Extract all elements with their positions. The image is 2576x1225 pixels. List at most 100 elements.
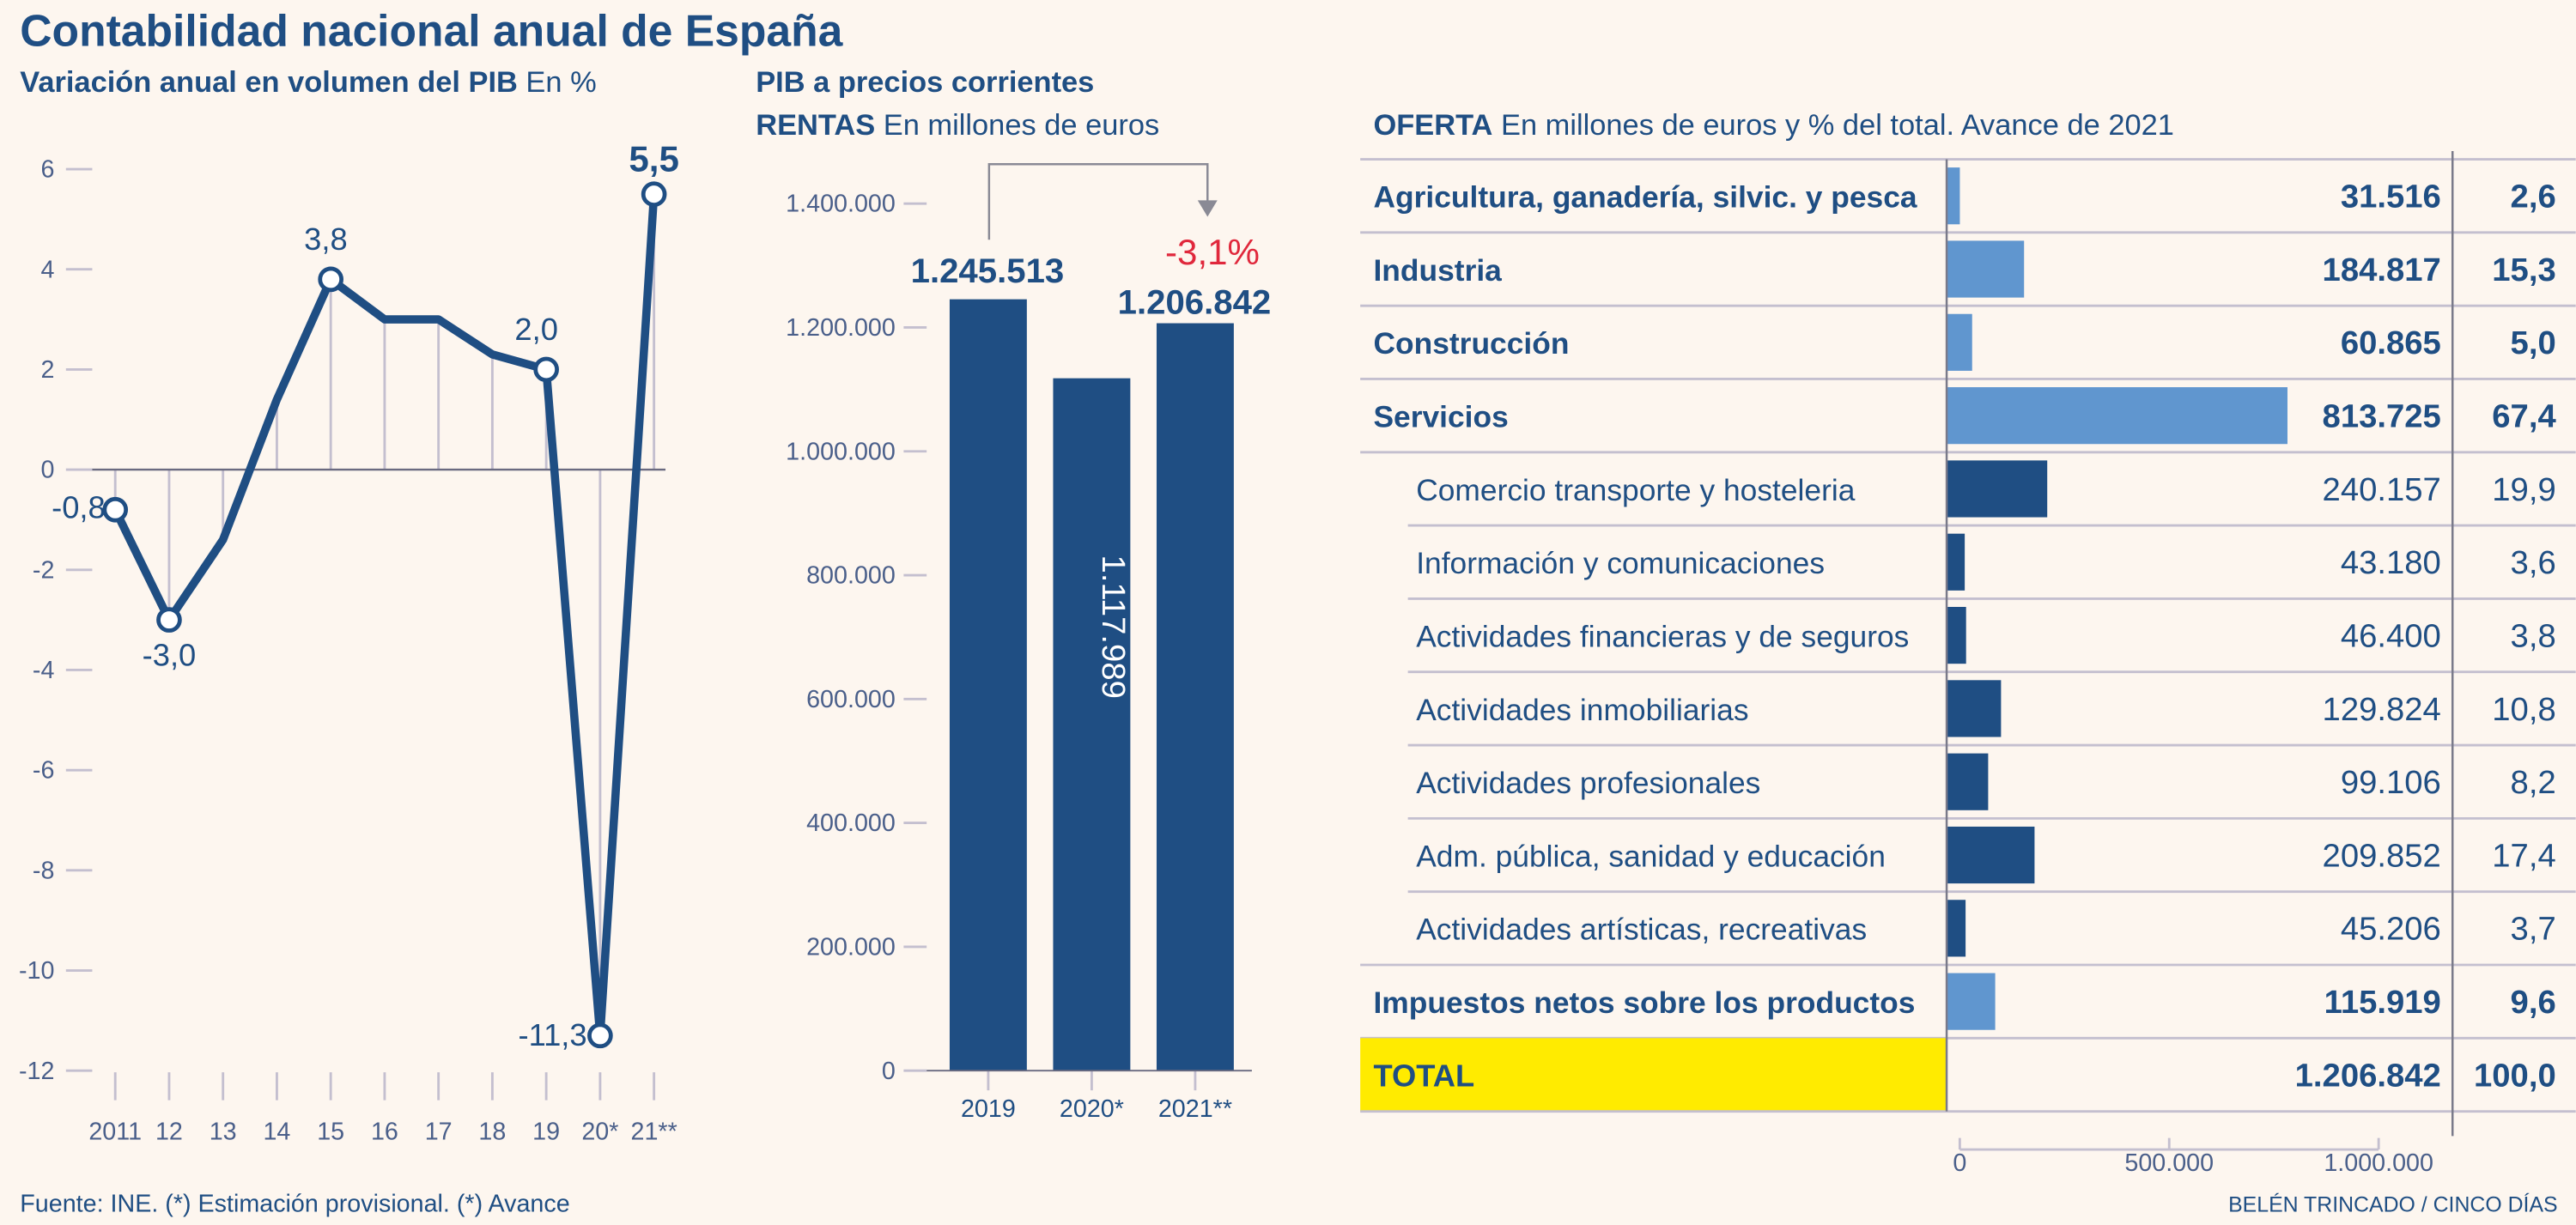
- table-bar: [1947, 826, 2035, 884]
- y-tick-label: -2: [33, 556, 55, 584]
- row-value: 60.865: [2341, 324, 2441, 361]
- x-tick-label: 2021**: [1158, 1095, 1232, 1123]
- table-bar: [1947, 753, 1989, 810]
- bar-chart-title: PIB a precios corrientes: [756, 66, 1094, 99]
- data-label: 5,5: [629, 138, 679, 179]
- data-label: -3,0: [143, 638, 197, 673]
- bar-chart-unit: En millones de euros: [884, 109, 1159, 142]
- line-chart-title-bold: Variación anual en volumen del PIB: [20, 66, 518, 99]
- y-tick-label: 4: [40, 256, 54, 283]
- row-pct: 5,0: [2511, 324, 2556, 361]
- table-bar: [1947, 240, 2025, 298]
- data-label: -11,3: [518, 1017, 586, 1052]
- row-label: Actividades financieras y de seguros: [1416, 620, 1909, 653]
- y-tick-label: -4: [33, 657, 55, 684]
- row-value: 129.824: [2323, 691, 2441, 728]
- row-value: 115.919: [2324, 984, 2441, 1021]
- row-value: 240.157: [2323, 471, 2441, 508]
- table-bar: [1947, 533, 1965, 591]
- data-label: 3,8: [304, 221, 348, 257]
- y-tick-label: -8: [33, 857, 55, 884]
- row-pct: 3,7: [2511, 911, 2556, 948]
- bar: [1053, 378, 1131, 1071]
- table-bar: [1947, 387, 2287, 445]
- x-tick-label: 13: [210, 1119, 237, 1146]
- data-line: [111, 193, 659, 1040]
- y-tick-label: -10: [19, 957, 54, 985]
- bar-value-label: 1.117.989: [1095, 555, 1132, 699]
- change-annotation: -3,1%: [1165, 232, 1260, 272]
- x-tick-label: 17: [425, 1119, 453, 1146]
- x-tick-label: 2019: [961, 1095, 1016, 1123]
- x-tick-label: 2011: [88, 1119, 142, 1146]
- page-title: Contabilidad nacional anual de España: [20, 6, 843, 56]
- line-chart: 6 4 2 0 -2 -4 -6 -8 -10 -12 2011 12 13 14 15 16 17 18 19 20…: [19, 138, 679, 1145]
- x-tick-label: 16: [371, 1119, 398, 1146]
- y-tick-label: 200.000: [806, 933, 896, 961]
- data-point: [641, 181, 667, 208]
- table-bar: [1947, 606, 1966, 664]
- data-point: [102, 496, 129, 523]
- row-label: Comercio transporte y hosteleria: [1416, 474, 1856, 507]
- row-value: 43.180: [2341, 544, 2441, 581]
- row-label: Impuestos netos sobre los productos: [1373, 986, 1915, 1020]
- row-pct: 3,6: [2511, 544, 2556, 581]
- x-tick-label: 14: [263, 1119, 290, 1146]
- arrow-down-icon: [1197, 200, 1218, 217]
- supply-table: Agricultura, ganadería, silvic. y pesca 3…: [1360, 150, 2576, 1177]
- line-chart-unit: En %: [526, 66, 596, 99]
- row-label: Construcción: [1373, 327, 1569, 361]
- row-pct: 2,6: [2511, 179, 2556, 215]
- row-value: 184.817: [2323, 252, 2441, 288]
- bar-chart: 0 200.000 400.000 600.000 800.000 1.000.000 1.…: [786, 163, 1272, 1123]
- y-tick-label: 0: [40, 457, 54, 484]
- row-value: 813.725: [2323, 398, 2441, 435]
- y-tick-label: 1.200.000: [786, 314, 896, 342]
- x-tick-label: 1.000.000: [2324, 1149, 2433, 1177]
- table-title-bold: OFERTA: [1373, 109, 1492, 142]
- table-bar: [1947, 973, 1996, 1030]
- x-tick-label: 21**: [631, 1119, 677, 1146]
- row-pct: 3,8: [2511, 617, 2556, 654]
- row-value: 209.852: [2323, 837, 2441, 874]
- bar-value-label: 1.206.842: [1118, 282, 1272, 321]
- row-value: 99.106: [2341, 764, 2441, 801]
- row-label: Actividades profesionales: [1416, 767, 1760, 800]
- table-title-unit: En millones de euros y % del total. Avan…: [1501, 109, 2174, 142]
- row-value: 46.400: [2341, 617, 2441, 654]
- row-label: Servicios: [1373, 401, 1508, 434]
- x-tick-label: 15: [317, 1119, 344, 1146]
- row-pct: 17,4: [2492, 837, 2555, 874]
- y-tick-label: -12: [19, 1058, 54, 1085]
- bar: [949, 299, 1027, 1071]
- y-tick-label: -6: [33, 757, 55, 785]
- table-title: OFERTA En millones de euros y % del total…: [1373, 109, 2173, 142]
- row-pct: 15,3: [2492, 252, 2555, 288]
- y-tick-label: 1.400.000: [786, 191, 896, 218]
- y-tick-label: 6: [40, 156, 54, 184]
- footer-credit: BELÉN TRINCADO / CINCO DÍAS: [2228, 1192, 2558, 1217]
- y-tick-label: 2: [40, 356, 54, 384]
- x-tick-label: 2020*: [1060, 1095, 1124, 1123]
- row-pct: 10,8: [2492, 691, 2555, 728]
- row-label: Actividades inmobiliarias: [1416, 694, 1748, 727]
- data-point: [318, 266, 344, 293]
- row-label: Información y comunicaciones: [1416, 547, 1825, 580]
- bar-chart-subtitle-bold: RENTAS: [756, 109, 875, 142]
- row-pct: 19,9: [2492, 471, 2555, 508]
- change-bracket: [987, 163, 1209, 240]
- row-value: 31.516: [2341, 179, 2441, 215]
- table-bar: [1947, 680, 2002, 737]
- y-tick-label: 800.000: [806, 562, 896, 590]
- row-pct: 8,2: [2511, 764, 2556, 801]
- bar-chart-subtitle: RENTAS En millones de euros: [756, 109, 1159, 142]
- data-label: -0,8: [52, 489, 106, 525]
- data-point: [533, 356, 559, 383]
- total-label: TOTAL: [1373, 1058, 1474, 1093]
- data-label: 2,0: [514, 312, 558, 347]
- table-bar: [1947, 900, 1966, 957]
- row-pct: 67,4: [2492, 398, 2556, 435]
- bar-value-label: 1.245.513: [911, 252, 1065, 290]
- line-chart-title: Variación anual en volumen del PIB En %: [20, 66, 596, 99]
